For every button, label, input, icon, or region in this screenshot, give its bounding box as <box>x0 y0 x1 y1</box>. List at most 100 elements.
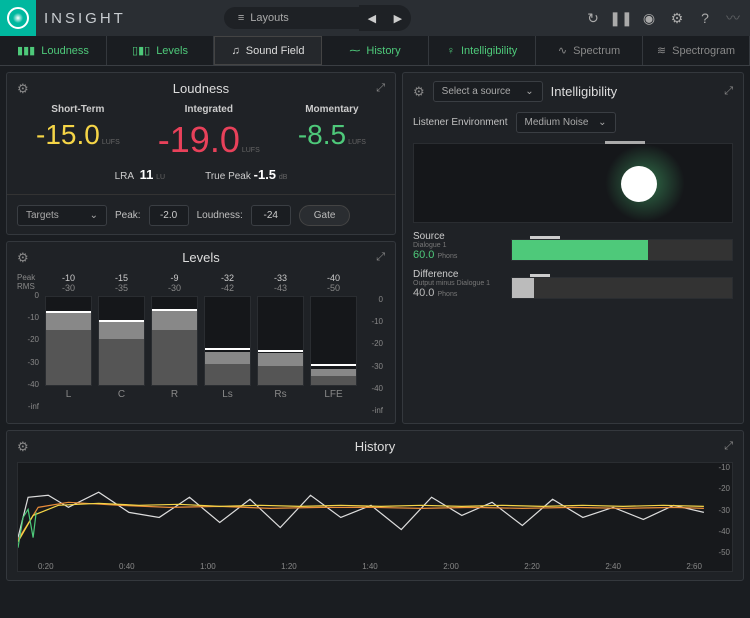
scope-indicator <box>621 166 657 202</box>
source-select-label: Select a source <box>442 86 511 97</box>
channel-LFE: -40 -50 LFE <box>308 273 359 415</box>
peak-header: Peak <box>17 273 41 282</box>
integrated-value: -19.0 <box>158 119 240 160</box>
history-y-axis: -10-20-30-40-50 <box>718 463 730 557</box>
wave-icon[interactable]: 〰 <box>724 9 742 27</box>
truepeak-label: True Peak <box>205 171 251 182</box>
momentary-label: Momentary <box>298 104 366 115</box>
unit: Phons <box>437 291 457 298</box>
gear-icon[interactable]: ⚙ <box>17 250 29 266</box>
source-label: Source <box>413 231 503 242</box>
loudness-target-label: Loudness: <box>197 210 243 221</box>
targets-label: Targets <box>26 210 59 221</box>
panel-title: Levels <box>182 250 220 265</box>
source-bar-row: Source Dialogue 1 60.0 Phons <box>413 231 733 261</box>
layouts-selector: ≡ Layouts ◀ ▶ <box>224 5 411 31</box>
channel-peak: -15 <box>96 273 147 283</box>
channel-meter <box>98 296 145 386</box>
unit: LU <box>156 174 165 181</box>
next-layout-button[interactable]: ▶ <box>385 5 411 31</box>
app-title: INSIGHT <box>44 10 126 27</box>
levels-axis: 0-10-20-30-40-inf <box>17 291 41 411</box>
levels-axis-right: 0-10-20-30-40-inf <box>361 295 385 415</box>
tab-loudness[interactable]: ▮▮▮Loudness <box>0 36 107 65</box>
expand-icon[interactable]: ⤢ <box>376 82 385 95</box>
tab-label: Spectrum <box>573 45 620 57</box>
short-term-value: -15.0 <box>36 119 100 150</box>
source-bar <box>511 239 733 261</box>
gear-icon[interactable]: ⚙ <box>668 9 686 27</box>
channel-meter <box>151 296 198 386</box>
chevron-down-icon: ⌄ <box>598 117 606 128</box>
channel-peak: -10 <box>43 273 94 283</box>
channel-peak: -32 <box>202 273 253 283</box>
channel-name: C <box>96 389 147 400</box>
bar-tick <box>530 236 560 239</box>
channel-rms: -50 <box>308 283 359 293</box>
chevron-down-icon: ⌄ <box>90 210 98 221</box>
panel-title: Intelligibility <box>551 84 617 99</box>
spectrum-icon: ∿ <box>558 44 567 57</box>
peak-input[interactable]: -2.0 <box>149 205 189 226</box>
bar-tick <box>530 274 550 277</box>
tab-spectrum[interactable]: ∿ Spectrum <box>536 36 643 65</box>
help-icon[interactable]: ? <box>696 9 714 27</box>
source-select[interactable]: Select a source⌄ <box>433 81 543 102</box>
rms-header: RMS <box>17 282 41 291</box>
gear-icon[interactable]: ⚙ <box>17 81 29 97</box>
logo <box>0 0 36 36</box>
bulb-icon: ♀ <box>447 45 455 57</box>
history-x-axis: 0:200:401:001:201:402:002:202:402:60 <box>38 562 702 571</box>
meter-icon[interactable]: ◉ <box>640 9 658 27</box>
list-icon: ≡ <box>238 12 244 24</box>
channel-name: LFE <box>308 389 359 400</box>
unit: LUFS <box>102 139 120 146</box>
difference-sub: Output minus Dialogue 1 <box>413 280 503 287</box>
unit: Phons <box>437 253 457 260</box>
channel-name: Ls <box>202 389 253 400</box>
refresh-icon[interactable]: ↻ <box>584 9 602 27</box>
prev-layout-button[interactable]: ◀ <box>359 5 385 31</box>
difference-fill <box>512 278 534 298</box>
channel-peak: -40 <box>308 273 359 283</box>
gear-icon[interactable]: ⚙ <box>17 439 29 455</box>
tab-label: Sound Field <box>246 45 305 57</box>
header-bar: INSIGHT ≡ Layouts ◀ ▶ ↻ ❚❚ ◉ ⚙ ? 〰 <box>0 0 750 36</box>
short-term-label: Short-Term <box>36 104 120 115</box>
channel-R: -9 -30 R <box>149 273 200 415</box>
history-chart: -10-20-30-40-50 0:200:401:001:201:402:00… <box>17 462 733 572</box>
levels-panel: ⚙ Levels ⤢ Peak RMS 0-10-20-30-40-inf -1… <box>6 241 396 424</box>
source-value: 60.0 <box>413 249 434 261</box>
env-select[interactable]: Medium Noise ⌄ <box>516 112 616 133</box>
tab-sound-field[interactable]: ♫ Sound Field <box>214 36 322 65</box>
layouts-label: Layouts <box>250 12 289 24</box>
tab-history[interactable]: ⁓History <box>322 36 429 65</box>
intelligibility-panel: ⚙ Select a source⌄ Intelligibility ⤢ Lis… <box>402 72 744 424</box>
panel-title: History <box>355 439 395 454</box>
channel-L: -10 -30 L <box>43 273 94 415</box>
expand-icon[interactable]: ⤢ <box>376 251 385 264</box>
expand-icon[interactable]: ⤢ <box>724 440 733 453</box>
headphones-icon: ♫ <box>232 45 240 57</box>
expand-icon[interactable]: ⤢ <box>724 85 733 98</box>
loudness-input[interactable]: -24 <box>251 205 291 226</box>
tab-spectrogram[interactable]: ≋Spectrogram <box>643 36 750 65</box>
channel-Ls: -32 -42 Ls <box>202 273 253 415</box>
header-icons: ↻ ❚❚ ◉ ⚙ ? 〰 <box>584 9 742 27</box>
gear-icon[interactable]: ⚙ <box>413 84 425 100</box>
targets-select[interactable]: Targets ⌄ <box>17 205 107 226</box>
env-value: Medium Noise <box>525 117 589 128</box>
spectrogram-icon: ≋ <box>657 44 666 57</box>
layouts-button[interactable]: ≡ Layouts <box>224 7 359 29</box>
tab-intelligibility[interactable]: ♀Intelligibility <box>429 36 536 65</box>
gate-button[interactable]: Gate <box>299 205 351 226</box>
channel-peak: -33 <box>255 273 306 283</box>
integrated-label: Integrated <box>158 104 260 115</box>
tab-label: Levels <box>156 45 188 57</box>
tab-levels[interactable]: ▯▮▯Levels <box>107 36 214 65</box>
unit: LUFS <box>242 147 260 154</box>
history-lines <box>18 467 704 558</box>
pause-icon[interactable]: ❚❚ <box>612 9 630 27</box>
source-fill <box>512 240 648 260</box>
history-panel: ⚙ History ⤢ -10-20-30-40-50 0:200:401:00… <box>6 430 744 581</box>
